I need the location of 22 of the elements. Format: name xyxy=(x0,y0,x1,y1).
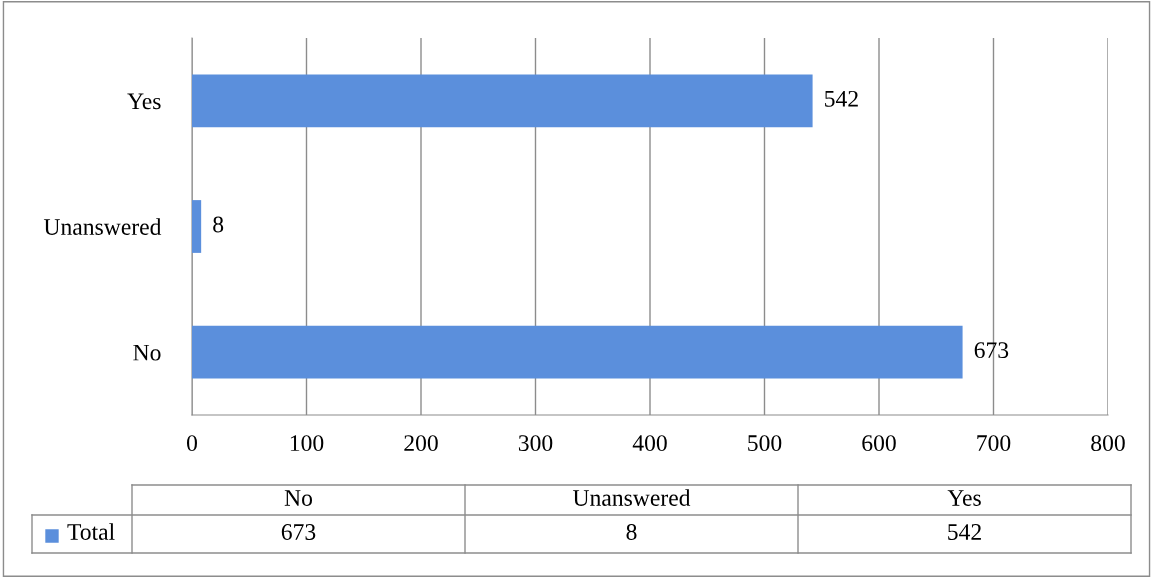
x-tick-label: 500 xyxy=(748,435,782,452)
category-label: Unanswered xyxy=(572,489,691,506)
x-tick-label: 0 xyxy=(187,435,197,452)
legend-label: Total xyxy=(67,523,115,540)
y-tick-label: Unanswered xyxy=(43,218,162,235)
text: 542 xyxy=(948,524,981,540)
x-tick-label: 600 xyxy=(862,435,896,452)
data-label: 542 xyxy=(825,90,858,107)
text: 8 xyxy=(626,523,637,540)
x-tick-label: 300 xyxy=(518,435,553,452)
x-tick-label: 800 xyxy=(1091,435,1125,452)
y-tick-label: Yes xyxy=(127,93,161,110)
data-label: 8 xyxy=(213,216,224,233)
x-tick-label: 400 xyxy=(632,435,667,452)
data-label: 673 xyxy=(974,342,1009,359)
text: 673 xyxy=(281,524,316,540)
x-tick-label: 700 xyxy=(977,435,1011,452)
category-label: No xyxy=(284,490,313,506)
x-tick-label: 200 xyxy=(404,435,438,452)
y-tick-label: No xyxy=(133,344,161,361)
x-tick-label: 100 xyxy=(290,435,324,452)
category-label: Yes xyxy=(947,490,981,506)
